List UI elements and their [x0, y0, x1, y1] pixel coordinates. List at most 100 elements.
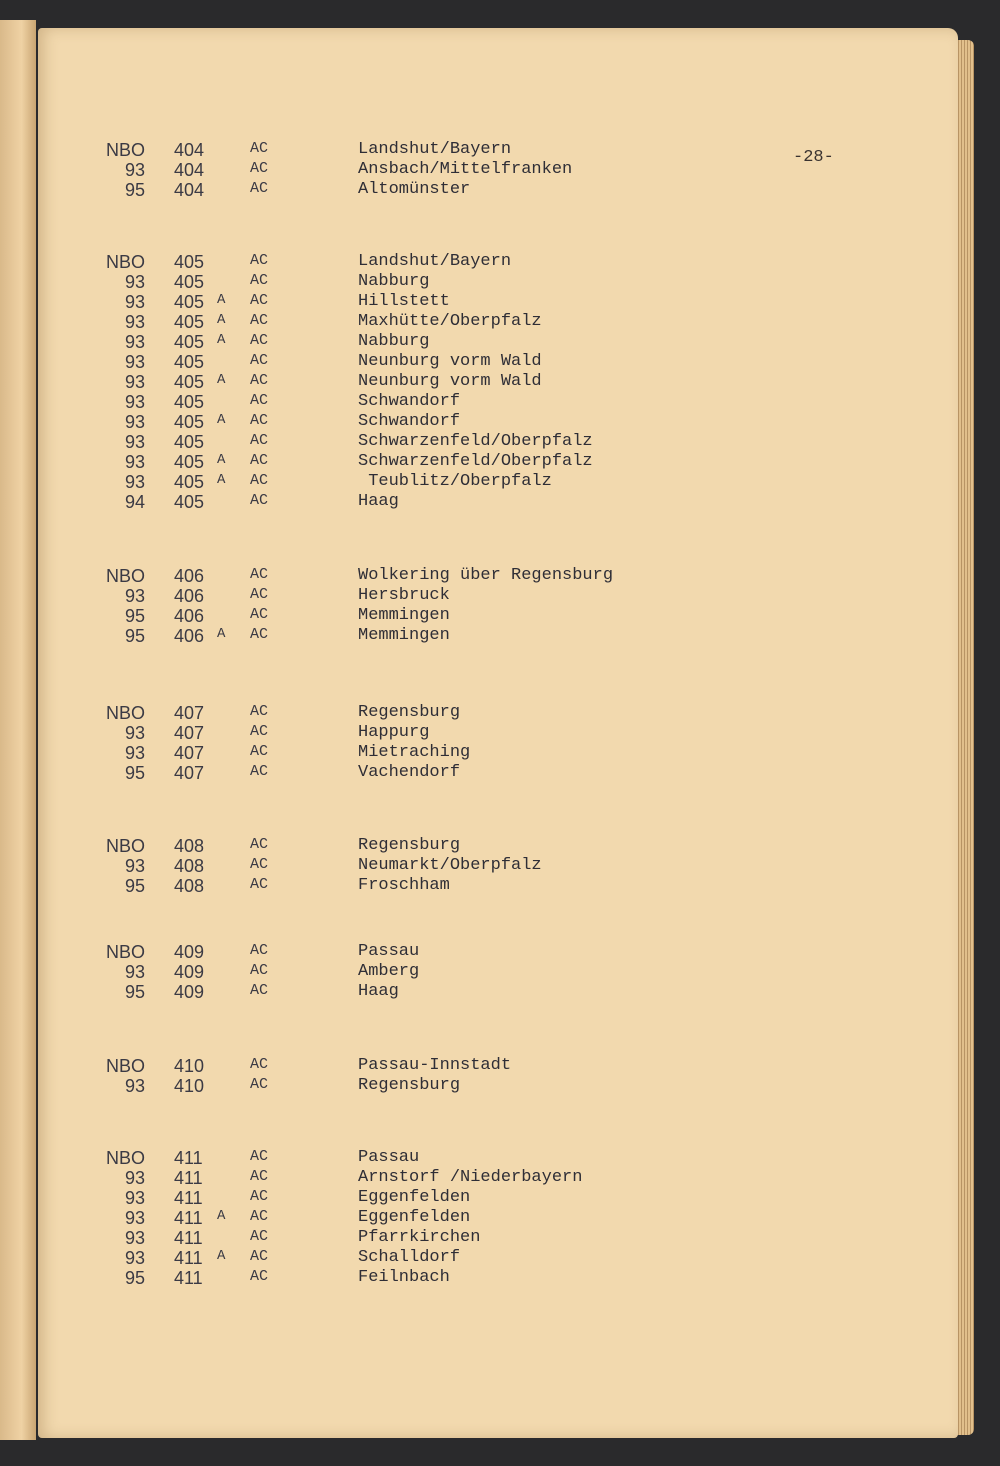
record-row: 95 407 AC Vachendorf: [38, 763, 958, 783]
ac-mark: AC: [250, 836, 269, 853]
unit-code: NBO: [105, 1056, 145, 1076]
record-group: NBO 405 AC Landshut/Bayern 93 405 AC Nabburg 93 4…: [38, 252, 958, 512]
place-name: Landshut/Bayern: [358, 140, 512, 159]
place-name: Regensburg: [358, 703, 461, 722]
place-name: Haag: [358, 492, 399, 511]
place-name: Neumarkt/Oberpfalz: [358, 856, 542, 875]
record-row: 93 405 AC Schwandorf: [38, 392, 958, 412]
unit-code: 93: [124, 160, 145, 180]
record-row: 93 411 AC Pfarrkirchen: [38, 1228, 958, 1248]
place-name: Nabburg: [358, 332, 430, 351]
suffix-mark: A: [217, 1248, 226, 1264]
unit-code: 94: [124, 492, 145, 512]
ac-mark: AC: [250, 412, 269, 429]
unit-code: 93: [124, 1208, 145, 1228]
place-name: Memmingen: [358, 606, 450, 625]
suffix-mark: A: [217, 452, 226, 468]
place-name: Eggenfelden: [358, 1188, 471, 1207]
record-row: NBO 406 AC Wolkering über Regensburg: [38, 566, 958, 586]
unit-code: 93: [124, 392, 145, 412]
ac-mark: AC: [250, 472, 269, 489]
record-number: 411: [174, 1268, 203, 1288]
ac-mark: AC: [250, 1188, 269, 1205]
ac-mark: AC: [250, 763, 269, 780]
ac-mark: AC: [250, 566, 269, 583]
record-number: 405: [174, 252, 205, 272]
ac-mark: AC: [250, 626, 269, 643]
unit-code: 93: [124, 1188, 145, 1208]
record-number: 407: [174, 763, 205, 783]
record-row: 93 405 A AC Maxhütte/Oberpfalz: [38, 312, 958, 332]
record-number: 407: [174, 723, 205, 743]
record-group: NBO 409 AC Passau 93 409 AC Amberg 95 409 AC Haag: [38, 942, 958, 1002]
record-row: 93 405 AC Nabburg: [38, 272, 958, 292]
record-number: 405: [174, 352, 205, 372]
record-row: NBO 408 AC Regensburg: [38, 836, 958, 856]
record-number: 408: [174, 836, 205, 856]
record-row: NBO 409 AC Passau: [38, 942, 958, 962]
unit-code: 93: [124, 723, 145, 743]
unit-code: 95: [124, 606, 145, 626]
record-number: 405: [174, 272, 205, 292]
record-row: 93 406 AC Hersbruck: [38, 586, 958, 606]
record-row: 93 405 A AC Neunburg vorm Wald: [38, 372, 958, 392]
ac-mark: AC: [250, 1168, 269, 1185]
ac-mark: AC: [250, 180, 269, 197]
record-row: 93 405 AC Schwarzenfeld/Oberpfalz: [38, 432, 958, 452]
place-name: Feilnbach: [358, 1268, 450, 1287]
record-row: 93 409 AC Amberg: [38, 962, 958, 982]
record-row: 93 407 AC Happurg: [38, 723, 958, 743]
record-number: 411: [174, 1228, 203, 1248]
record-row: 93 405 A AC Nabburg: [38, 332, 958, 352]
unit-code: 93: [124, 412, 145, 432]
suffix-mark: A: [217, 472, 226, 488]
ac-mark: AC: [250, 1208, 269, 1225]
place-name: Schwandorf: [358, 412, 461, 431]
suffix-mark: A: [217, 626, 226, 642]
place-name: Froschham: [358, 876, 450, 895]
record-group: NBO 411 AC Passau 93 411 AC Arnstorf /Niederbay…: [38, 1148, 958, 1288]
record-row: 93 410 AC Regensburg: [38, 1076, 958, 1096]
place-name: Ansbach/Mittelfranken: [358, 160, 573, 179]
record-number: 405: [174, 312, 205, 332]
ac-mark: AC: [250, 586, 269, 603]
record-number: 404: [174, 140, 205, 160]
unit-code: NBO: [105, 140, 145, 160]
record-number: 406: [174, 606, 205, 626]
unit-code: 93: [124, 1248, 145, 1268]
unit-code: 93: [124, 586, 145, 606]
suffix-mark: A: [217, 332, 226, 348]
ac-mark: AC: [250, 1268, 269, 1285]
unit-code: 93: [124, 962, 145, 982]
ac-mark: AC: [250, 1248, 269, 1265]
ac-mark: AC: [250, 1228, 269, 1245]
suffix-mark: A: [217, 292, 226, 308]
ac-mark: AC: [250, 392, 269, 409]
unit-code: 93: [124, 1168, 145, 1188]
ac-mark: AC: [250, 352, 269, 369]
unit-code: 93: [124, 332, 145, 352]
place-name: Haag: [358, 982, 399, 1001]
record-number: 404: [174, 160, 205, 180]
record-number: 405: [174, 432, 205, 452]
ac-mark: AC: [250, 876, 269, 893]
record-row: 93 405 A AC Hillstett: [38, 292, 958, 312]
place-name: Regensburg: [358, 836, 461, 855]
unit-code: 95: [124, 763, 145, 783]
ac-mark: AC: [250, 856, 269, 873]
record-number: 411: [174, 1148, 203, 1168]
record-row: 95 409 AC Haag: [38, 982, 958, 1002]
place-name: Eggenfelden: [358, 1208, 471, 1227]
record-row: 95 406 A AC Memmingen: [38, 626, 958, 646]
ac-mark: AC: [250, 1076, 269, 1093]
unit-code: 93: [124, 1076, 145, 1096]
unit-code: 93: [124, 1228, 145, 1248]
record-row: NBO 405 AC Landshut/Bayern: [38, 252, 958, 272]
record-number: 405: [174, 372, 205, 392]
suffix-mark: A: [217, 372, 226, 388]
record-number: 406: [174, 626, 205, 646]
place-name: Hillstett: [358, 292, 450, 311]
record-row: 95 408 AC Froschham: [38, 876, 958, 896]
ac-mark: AC: [250, 160, 269, 177]
record-number: 406: [174, 586, 205, 606]
